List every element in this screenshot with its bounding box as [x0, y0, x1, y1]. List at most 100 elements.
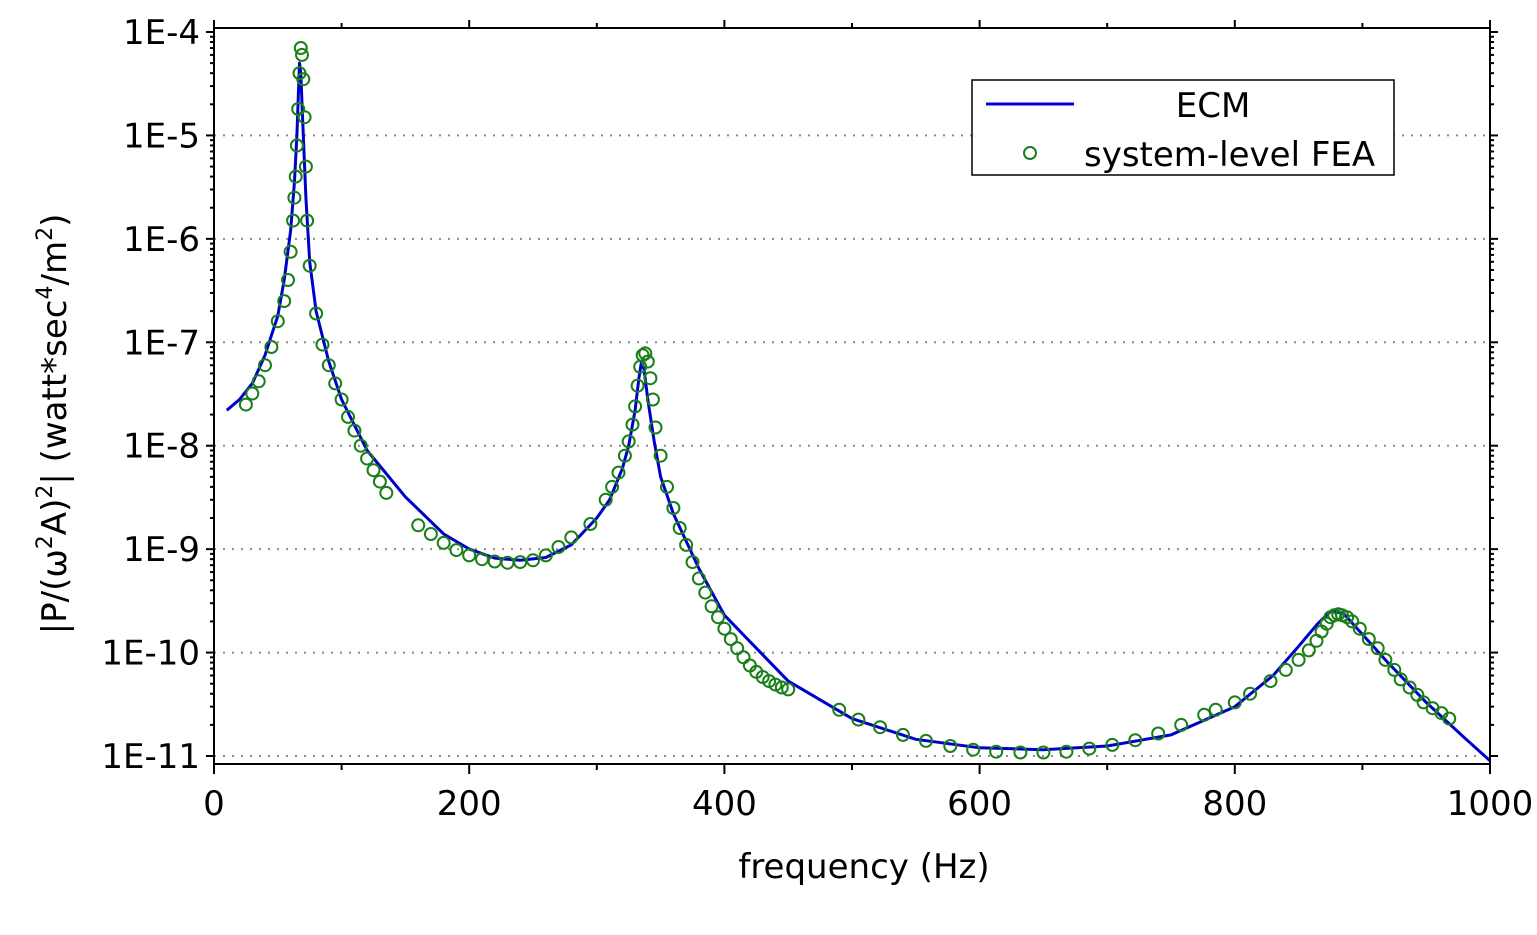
fea-data-point: [679, 537, 694, 552]
y-axis-title: |P/(ω2A)2| (watt*sec4/m2): [33, 214, 75, 635]
y-axis-title-part: /m: [35, 241, 75, 286]
fea-data-point: [564, 530, 579, 545]
fea-data-point: [287, 190, 302, 205]
fea-data-point: [258, 358, 272, 373]
fea-data-point: [321, 358, 336, 373]
y-tick-label: 1E-6: [123, 220, 200, 260]
fea-data-point: [621, 434, 636, 449]
legend: ECM system-level FEA: [971, 79, 1395, 176]
fea-data-point: [638, 346, 653, 361]
y-tick-label: 1E-9: [123, 530, 200, 570]
fea-data-point: [1370, 641, 1385, 656]
fea-data-point: [653, 448, 668, 463]
fea-data-point: [832, 702, 847, 717]
y-axis-title-part: ): [35, 214, 75, 227]
fea-data-point: [1263, 674, 1278, 689]
fea-data-point: [1301, 643, 1316, 658]
fea-data-point: [328, 376, 343, 391]
fea-data-point: [1197, 707, 1212, 722]
fea-data-point: [372, 474, 387, 489]
fea-data-point: [411, 518, 426, 533]
fea-data-point: [640, 354, 655, 369]
fea-data-point: [302, 258, 317, 273]
fea-data-point: [672, 521, 687, 535]
y-axis-title-part: A): [35, 499, 75, 536]
fea-data-point: [436, 535, 451, 550]
fea-data-point: [1036, 745, 1051, 760]
fea-data-point: [660, 479, 674, 494]
fea-data-point: [264, 340, 279, 354]
fea-data-point: [1208, 702, 1223, 717]
fea-data-point: [538, 548, 553, 563]
x-tick-label: 800: [1202, 784, 1267, 824]
y-tick-label: 1E-7: [123, 323, 200, 363]
x-tick-label: 400: [692, 784, 757, 824]
fea-data-point: [1352, 621, 1367, 636]
fea-data-point: [286, 213, 301, 228]
fea-data-point: [1174, 717, 1189, 732]
fea-data-point: [768, 677, 783, 692]
fea-data-point: [1151, 726, 1166, 741]
fea-data-point: [598, 492, 613, 507]
fea-data-point: [1393, 672, 1408, 687]
fea-data-point: [851, 712, 866, 727]
fea-data-point: [1378, 652, 1393, 667]
fea-data-point: [251, 374, 266, 389]
fea-data-point: [711, 610, 725, 625]
fea-data-point: [1278, 662, 1293, 677]
fea-data-point: [238, 397, 253, 412]
fea-data-point: [617, 448, 632, 463]
fea-data-point: [1243, 686, 1258, 701]
fea-data-point: [583, 517, 598, 531]
fea-data-point: [645, 392, 660, 407]
y-axis-title-sup: 2: [33, 227, 58, 241]
fea-data-point: [551, 540, 566, 554]
fea-data-point: [1402, 680, 1417, 695]
fea-data-point: [449, 543, 464, 558]
fea-data-point: [896, 727, 910, 742]
fea-data-point: [296, 72, 311, 87]
fea-data-point: [281, 273, 295, 287]
legend-box: [971, 79, 1395, 176]
fea-data-point: [270, 314, 285, 329]
fea-data-point: [873, 720, 888, 735]
y-tick-label: 1E-5: [123, 116, 200, 156]
fea-data-point: [288, 169, 303, 184]
fea-data-point: [462, 548, 477, 563]
fea-data-point: [648, 420, 663, 435]
x-tick-label: 200: [437, 784, 502, 824]
fea-data-point: [315, 337, 330, 352]
fea-data-point: [309, 306, 324, 321]
grid-lines: [214, 134, 1490, 757]
fea-data-point: [1013, 745, 1028, 760]
fea-data-point: [334, 392, 349, 407]
x-tick-label: 0: [203, 784, 225, 824]
fea-data-point: [1361, 632, 1376, 647]
legend-label-fea: system-level FEA: [1084, 135, 1375, 175]
fea-data-point: [1227, 695, 1242, 710]
fea-data-point: [966, 742, 981, 757]
fea-data-point: [277, 294, 292, 309]
fea-data-point: [919, 733, 933, 748]
fea-data-point: [513, 555, 528, 570]
fea-data-point: [605, 479, 620, 494]
fea-data-point: [611, 465, 626, 480]
fea-data-point: [283, 244, 298, 259]
fea-data-point: [1105, 737, 1120, 752]
plot-series: [225, 41, 1492, 762]
fea-data-point: [723, 632, 738, 647]
fea-data-point: [300, 213, 315, 228]
fea-data-point: [717, 621, 732, 636]
y-tick-label: 1E-4: [123, 13, 200, 53]
fea-data-point: [1442, 711, 1457, 726]
fea-data-point: [1082, 741, 1097, 756]
fea-data-point: [1387, 662, 1402, 677]
y-axis-title-sup: 4: [33, 285, 58, 299]
fea-data-point: [698, 585, 713, 600]
fea-data-point: [643, 371, 658, 386]
fea-data-point: [475, 552, 489, 567]
axis-ticks: [206, 20, 1498, 774]
fea-data-point: [353, 438, 368, 453]
x-axis-title: frequency (Hz): [738, 847, 989, 887]
y-axis-title-part: |P/(ω: [35, 549, 75, 634]
